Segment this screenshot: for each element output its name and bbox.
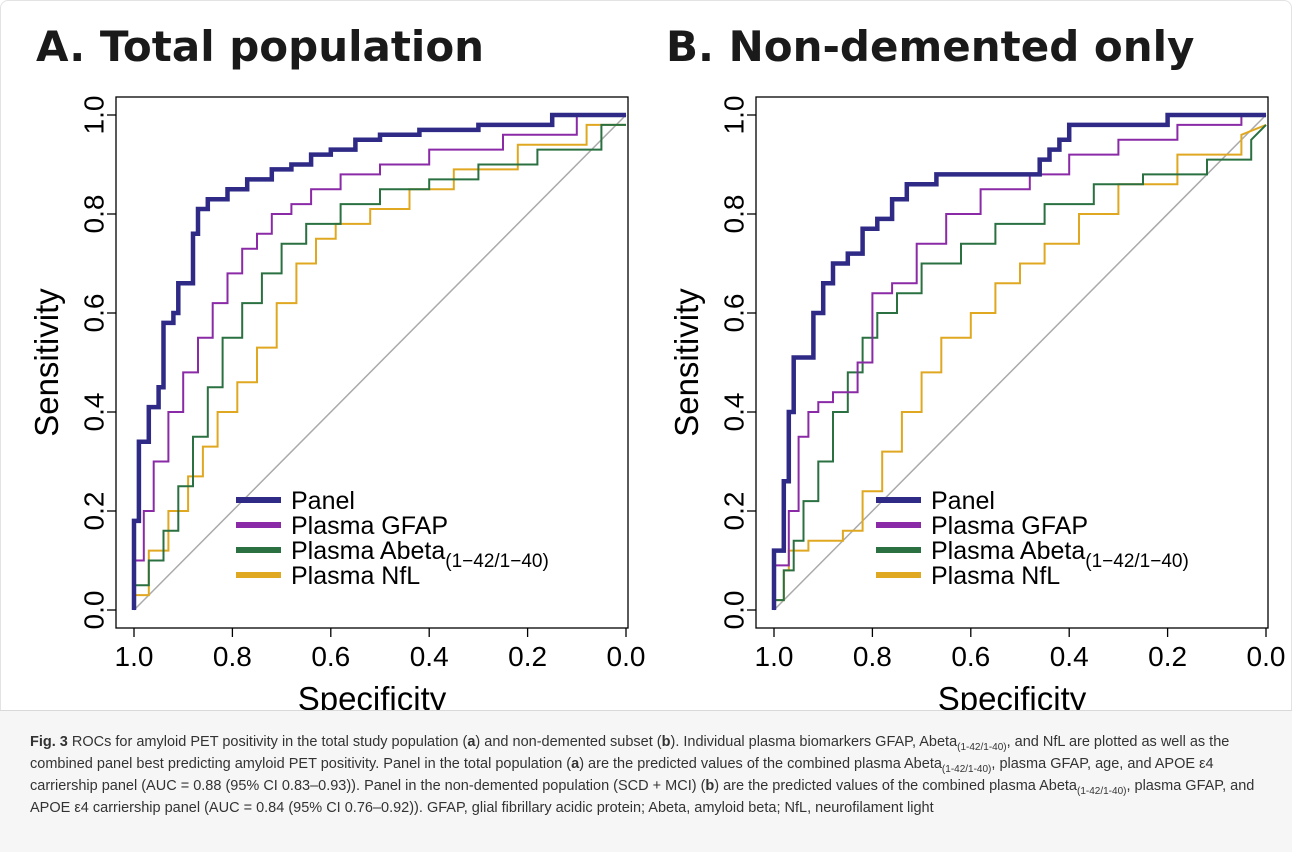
y-tick-label: 0.4	[719, 393, 750, 432]
roc-chart-b: 1.0 0.8 0.6 0.4 0.2 0.00.00.20.40.60.81.0Spec…	[668, 96, 1285, 717]
legend-label: Plasma GFAP	[931, 512, 1088, 540]
x-tick-label: 0.8	[213, 641, 252, 672]
caption-text-5: ) are the predicted values of the combin…	[579, 756, 942, 772]
y-tick-label: 1.0	[79, 96, 110, 135]
reference-diagonal	[773, 114, 1267, 611]
y-tick-label: 0.4	[79, 393, 110, 432]
series-line-1	[133, 114, 626, 610]
x-tick-label: 1.0	[115, 641, 154, 672]
reference-diagonal	[133, 114, 627, 611]
legend-label: Plasma Abeta(1−42/1−40)	[291, 537, 549, 572]
caption-ref-a: a	[571, 756, 580, 772]
caption-text-8: , plasma GFAP, and APOE ε4 carriership p…	[30, 778, 1255, 816]
y-tick-label: 0.2	[719, 492, 750, 531]
y-tick-label: 0.6	[79, 294, 110, 333]
legend-label: Panel	[291, 487, 355, 515]
series-line-0	[771, 112, 1266, 610]
caption-text-1: ROCs for amyloid PET positivity in the t…	[67, 734, 468, 750]
y-tick-label: 0.2	[79, 492, 110, 531]
series-line-2	[773, 124, 1267, 610]
y-tick-label: 0.6	[719, 294, 750, 333]
series-line-1	[773, 114, 1266, 610]
caption-text-6: , plasma GFAP, age, and APOE ε4 carriers…	[30, 756, 1214, 794]
series-line-3	[133, 123, 626, 610]
plot-frame	[115, 96, 629, 629]
y-tick-label: 1.0	[719, 96, 750, 135]
x-tick-label: 0.6	[951, 641, 990, 672]
x-tick-label: 0.0	[607, 641, 646, 672]
x-tick-label: 0.8	[853, 641, 892, 672]
series-line-0	[131, 112, 626, 610]
y-tick-label: 0.8	[79, 195, 110, 234]
x-tick-label: 1.0	[755, 641, 794, 672]
figure-caption: Fig. 3 ROCs for amyloid PET positivity i…	[0, 710, 1292, 852]
caption-subscript: (1-42/1-40)	[957, 741, 1007, 753]
plot-frame	[755, 96, 1269, 629]
caption-subscript: (1-42/1-40)	[941, 763, 992, 775]
y-axis-label: Sensitivity	[668, 288, 705, 437]
panel-b-title: B. Non-demented only	[666, 22, 1195, 71]
series-line-3	[773, 123, 1267, 610]
legend-label: Plasma NfL	[931, 562, 1060, 590]
caption-text-2: ) and non-demented subset (	[475, 734, 662, 750]
caption-ref-b: b	[705, 778, 715, 794]
x-tick-label: 0.0	[1247, 641, 1286, 672]
x-tick-label: 0.6	[311, 641, 350, 672]
y-tick-label: 0.8	[719, 195, 750, 234]
y-tick-label: 0.0	[719, 591, 750, 630]
legend-label: Plasma GFAP	[291, 512, 448, 540]
y-axis-label: Sensitivity	[28, 288, 65, 437]
x-tick-label: 0.4	[410, 641, 449, 672]
caption-text-3: ). Individual plasma biomarkers GFAP, Ab…	[670, 734, 958, 750]
roc-chart-a: 1.0 0.8 0.6 0.4 0.2 0.00.00.20.40.60.81.0Spec…	[28, 96, 645, 717]
legend-label: Plasma Abeta(1−42/1−40)	[931, 537, 1189, 572]
x-tick-label: 0.2	[1148, 641, 1187, 672]
y-tick-label: 0.0	[79, 591, 110, 630]
caption-figure-label: Fig. 3	[30, 734, 68, 750]
legend-label: Plasma NfL	[291, 562, 420, 590]
panel-a-title: A. Total population	[36, 22, 485, 71]
legend-label: Panel	[931, 487, 995, 515]
caption-text-4: , and NfL are plotted as well as the com…	[30, 734, 1230, 772]
x-tick-label: 0.4	[1050, 641, 1089, 672]
caption-subscript: (1-42/1-40)	[1077, 785, 1127, 797]
x-tick-label: 0.2	[508, 641, 547, 672]
caption-text-7: ) are the predicted values of the combin…	[714, 778, 1077, 794]
caption-ref-b: b	[661, 734, 671, 750]
series-line-2	[133, 123, 626, 610]
caption-ref-a: a	[467, 734, 476, 750]
